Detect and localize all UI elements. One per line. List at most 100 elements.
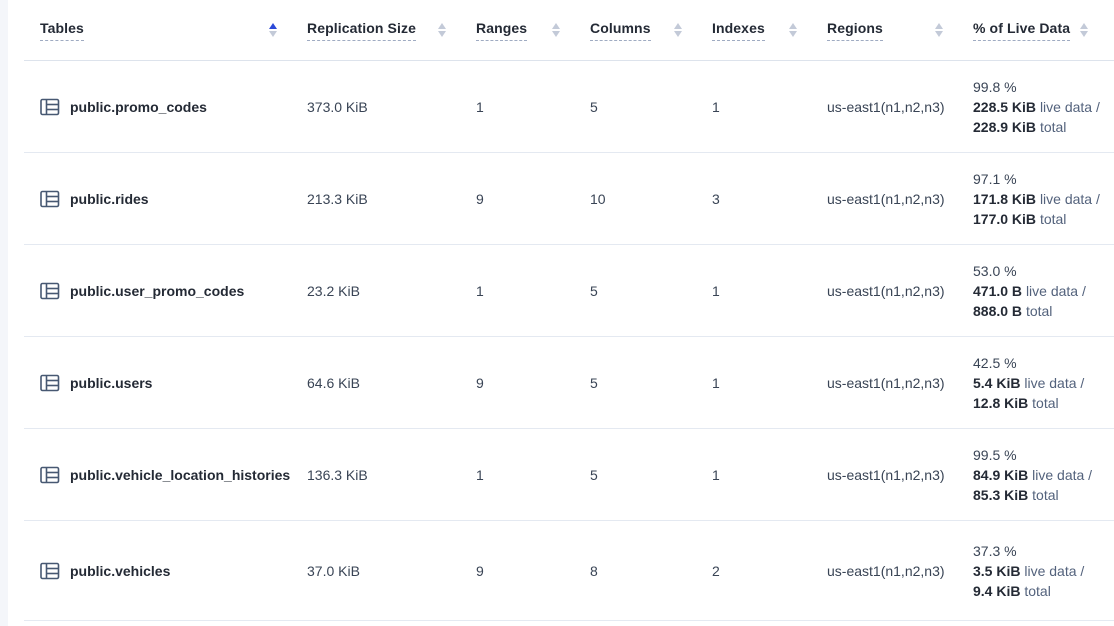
table-name-cell[interactable]: public.vehicles — [24, 562, 307, 580]
live-size-line: 3.5 KiB live data / — [973, 562, 1085, 579]
regions-cell: us-east1(n1,n2,n3) — [827, 374, 945, 391]
ranges-cell: 1 — [476, 98, 484, 115]
column-header-regions[interactable]: Regions — [827, 20, 973, 41]
sort-icon[interactable] — [674, 23, 682, 37]
ranges-cell: 9 — [476, 562, 484, 579]
table-name: public.user_promo_codes — [70, 282, 245, 299]
indexes-cell: 1 — [712, 374, 720, 391]
column-header-ranges[interactable]: Ranges — [476, 20, 590, 41]
table-name: public.users — [70, 374, 153, 391]
live-data-cell: 99.8 % 228.5 KiB live data / 228.9 KiB t… — [973, 77, 1114, 137]
live-size-line: 171.8 KiB live data / — [973, 190, 1100, 207]
table-grid-icon — [40, 374, 60, 392]
total-size-line: 177.0 KiB total — [973, 210, 1067, 227]
column-header-label: Ranges — [476, 20, 528, 41]
table-row[interactable]: public.promo_codes 373.0 KiB 1 5 1 us-ea… — [24, 61, 1114, 153]
replication-size-cell: 136.3 KiB — [307, 466, 368, 483]
live-percent: 97.1 % — [973, 170, 1017, 187]
table-grid-icon — [40, 466, 60, 484]
replication-size-cell: 373.0 KiB — [307, 98, 368, 115]
live-percent: 42.5 % — [973, 354, 1017, 371]
column-header-label: Tables — [40, 20, 84, 41]
table-name: public.vehicle_location_histories — [70, 466, 291, 483]
table-grid-icon — [40, 98, 60, 116]
live-size-line: 84.9 KiB live data / — [973, 466, 1093, 483]
total-size-line: 9.4 KiB total — [973, 582, 1051, 599]
indexes-cell: 3 — [712, 190, 720, 207]
sort-icon[interactable] — [552, 23, 560, 37]
table-grid-icon — [40, 282, 60, 300]
table-header-row: Tables Replication Size Ranges Columns I… — [24, 0, 1114, 61]
page-left-gutter — [0, 0, 8, 626]
table-row[interactable]: public.vehicles 37.0 KiB 9 8 2 us-east1(… — [24, 521, 1114, 621]
live-data-cell: 99.5 % 84.9 KiB live data / 85.3 KiB tot… — [973, 445, 1114, 505]
sort-icon[interactable] — [789, 23, 797, 37]
column-header-replication-size[interactable]: Replication Size — [307, 20, 476, 41]
table-name-cell[interactable]: public.vehicle_location_histories — [24, 466, 307, 484]
live-data-cell: 42.5 % 5.4 KiB live data / 12.8 KiB tota… — [973, 353, 1114, 413]
table-row[interactable]: public.rides 213.3 KiB 9 10 3 us-east1(n… — [24, 153, 1114, 245]
table-name: public.promo_codes — [70, 98, 207, 115]
column-header-label: Replication Size — [307, 20, 416, 41]
live-data-cell: 37.3 % 3.5 KiB live data / 9.4 KiB total — [973, 541, 1114, 601]
live-percent: 37.3 % — [973, 542, 1017, 559]
sort-icon[interactable] — [438, 23, 446, 37]
live-percent: 99.8 % — [973, 78, 1017, 95]
sort-icon[interactable] — [1080, 23, 1089, 37]
table-name-cell[interactable]: public.users — [24, 374, 307, 392]
indexes-cell: 1 — [712, 98, 720, 115]
columns-cell: 5 — [590, 98, 598, 115]
columns-cell: 5 — [590, 466, 598, 483]
table-name: public.rides — [70, 190, 149, 207]
total-size-line: 12.8 KiB total — [973, 394, 1059, 411]
columns-cell: 5 — [590, 374, 598, 391]
total-size-line: 888.0 B total — [973, 302, 1053, 319]
live-data-cell: 53.0 % 471.0 B live data / 888.0 B total — [973, 261, 1114, 321]
live-percent: 99.5 % — [973, 446, 1017, 463]
total-size-line: 85.3 KiB total — [973, 486, 1059, 503]
database-tables-table: Tables Replication Size Ranges Columns I… — [24, 0, 1114, 621]
live-data-cell: 97.1 % 171.8 KiB live data / 177.0 KiB t… — [973, 169, 1114, 229]
ranges-cell: 1 — [476, 466, 484, 483]
table-row[interactable]: public.user_promo_codes 23.2 KiB 1 5 1 u… — [24, 245, 1114, 337]
indexes-cell: 2 — [712, 562, 720, 579]
column-header-columns[interactable]: Columns — [590, 20, 712, 41]
table-name-cell[interactable]: public.promo_codes — [24, 98, 307, 116]
table-row[interactable]: public.vehicle_location_histories 136.3 … — [24, 429, 1114, 521]
column-header-indexes[interactable]: Indexes — [712, 20, 827, 41]
live-size-line: 228.5 KiB live data / — [973, 98, 1100, 115]
total-size-line: 228.9 KiB total — [973, 118, 1067, 135]
table-name: public.vehicles — [70, 562, 171, 579]
live-percent: 53.0 % — [973, 262, 1017, 279]
live-size-line: 5.4 KiB live data / — [973, 374, 1085, 391]
replication-size-cell: 37.0 KiB — [307, 562, 360, 579]
table-row[interactable]: public.users 64.6 KiB 9 5 1 us-east1(n1,… — [24, 337, 1114, 429]
column-header-label: Columns — [590, 20, 651, 41]
regions-cell: us-east1(n1,n2,n3) — [827, 190, 945, 207]
ranges-cell: 9 — [476, 190, 484, 207]
replication-size-cell: 23.2 KiB — [307, 282, 360, 299]
table-name-cell[interactable]: public.rides — [24, 190, 307, 208]
table-grid-icon — [40, 190, 60, 208]
columns-cell: 5 — [590, 282, 598, 299]
column-header-tables[interactable]: Tables — [24, 20, 307, 41]
ranges-cell: 1 — [476, 282, 484, 299]
column-header-label: % of Live Data — [973, 20, 1071, 41]
sort-icon[interactable] — [935, 23, 943, 37]
column-header-label: Indexes — [712, 20, 765, 41]
regions-cell: us-east1(n1,n2,n3) — [827, 282, 945, 299]
regions-cell: us-east1(n1,n2,n3) — [827, 466, 945, 483]
indexes-cell: 1 — [712, 282, 720, 299]
indexes-cell: 1 — [712, 466, 720, 483]
ranges-cell: 9 — [476, 374, 484, 391]
columns-cell: 8 — [590, 562, 598, 579]
regions-cell: us-east1(n1,n2,n3) — [827, 98, 945, 115]
column-header-live-data[interactable]: % of Live Data — [973, 20, 1114, 41]
table-name-cell[interactable]: public.user_promo_codes — [24, 282, 307, 300]
sort-icon[interactable] — [269, 23, 277, 37]
column-header-label: Regions — [827, 20, 883, 41]
replication-size-cell: 213.3 KiB — [307, 190, 368, 207]
columns-cell: 10 — [590, 190, 606, 207]
live-size-line: 471.0 B live data / — [973, 282, 1086, 299]
